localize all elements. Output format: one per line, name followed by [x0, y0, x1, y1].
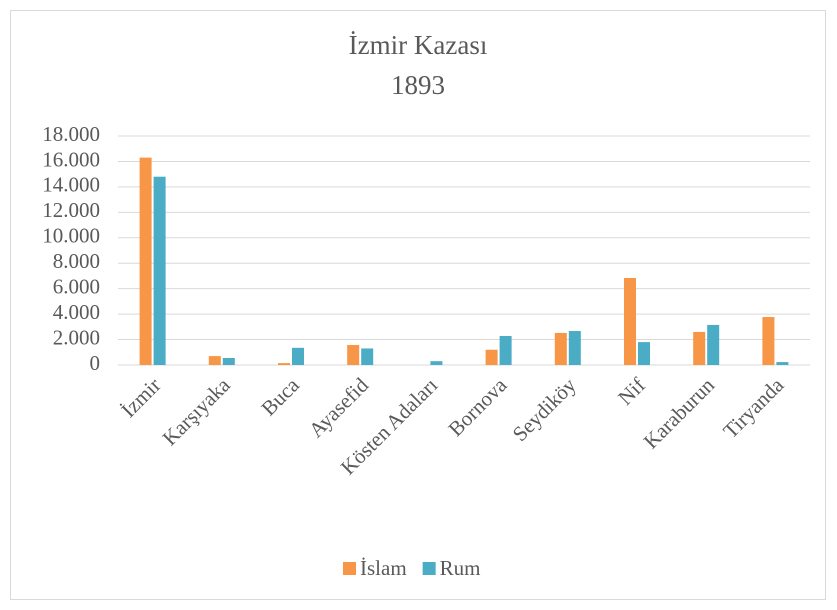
legend-label: İslam — [360, 556, 407, 580]
y-tick-label: 18.000 — [42, 122, 100, 146]
y-tick-label: 16.000 — [42, 147, 100, 171]
bar — [638, 342, 650, 365]
chart-subtitle: 1893 — [391, 70, 445, 100]
legend-swatch — [422, 562, 436, 575]
bar — [430, 361, 443, 365]
y-tick-label: 2.000 — [53, 325, 100, 349]
bar — [292, 347, 304, 365]
bar — [554, 332, 567, 365]
y-tick-label: 6.000 — [53, 274, 100, 298]
bar — [499, 335, 512, 365]
y-tick-label: 4.000 — [53, 300, 100, 324]
bar — [707, 324, 720, 365]
bar — [776, 362, 789, 365]
bar — [347, 345, 360, 365]
y-tick-label: 14.000 — [42, 173, 100, 197]
bar — [693, 331, 706, 365]
y-tick-label: 12.000 — [42, 198, 100, 222]
bar — [361, 348, 374, 365]
bar — [568, 331, 581, 365]
bar — [762, 317, 775, 365]
y-tick-label: 0 — [90, 351, 101, 375]
bar — [153, 176, 166, 365]
chart-title: İzmir Kazası — [349, 30, 488, 60]
y-tick-label: 8.000 — [53, 249, 100, 273]
bar — [139, 157, 152, 365]
bar — [485, 349, 498, 365]
legend-swatch — [343, 562, 356, 575]
y-tick-label: 10.000 — [42, 224, 100, 248]
bar — [278, 363, 290, 365]
bar — [222, 358, 235, 365]
bar — [624, 277, 636, 365]
bar — [208, 356, 221, 365]
legend-label: Rum — [440, 556, 481, 580]
